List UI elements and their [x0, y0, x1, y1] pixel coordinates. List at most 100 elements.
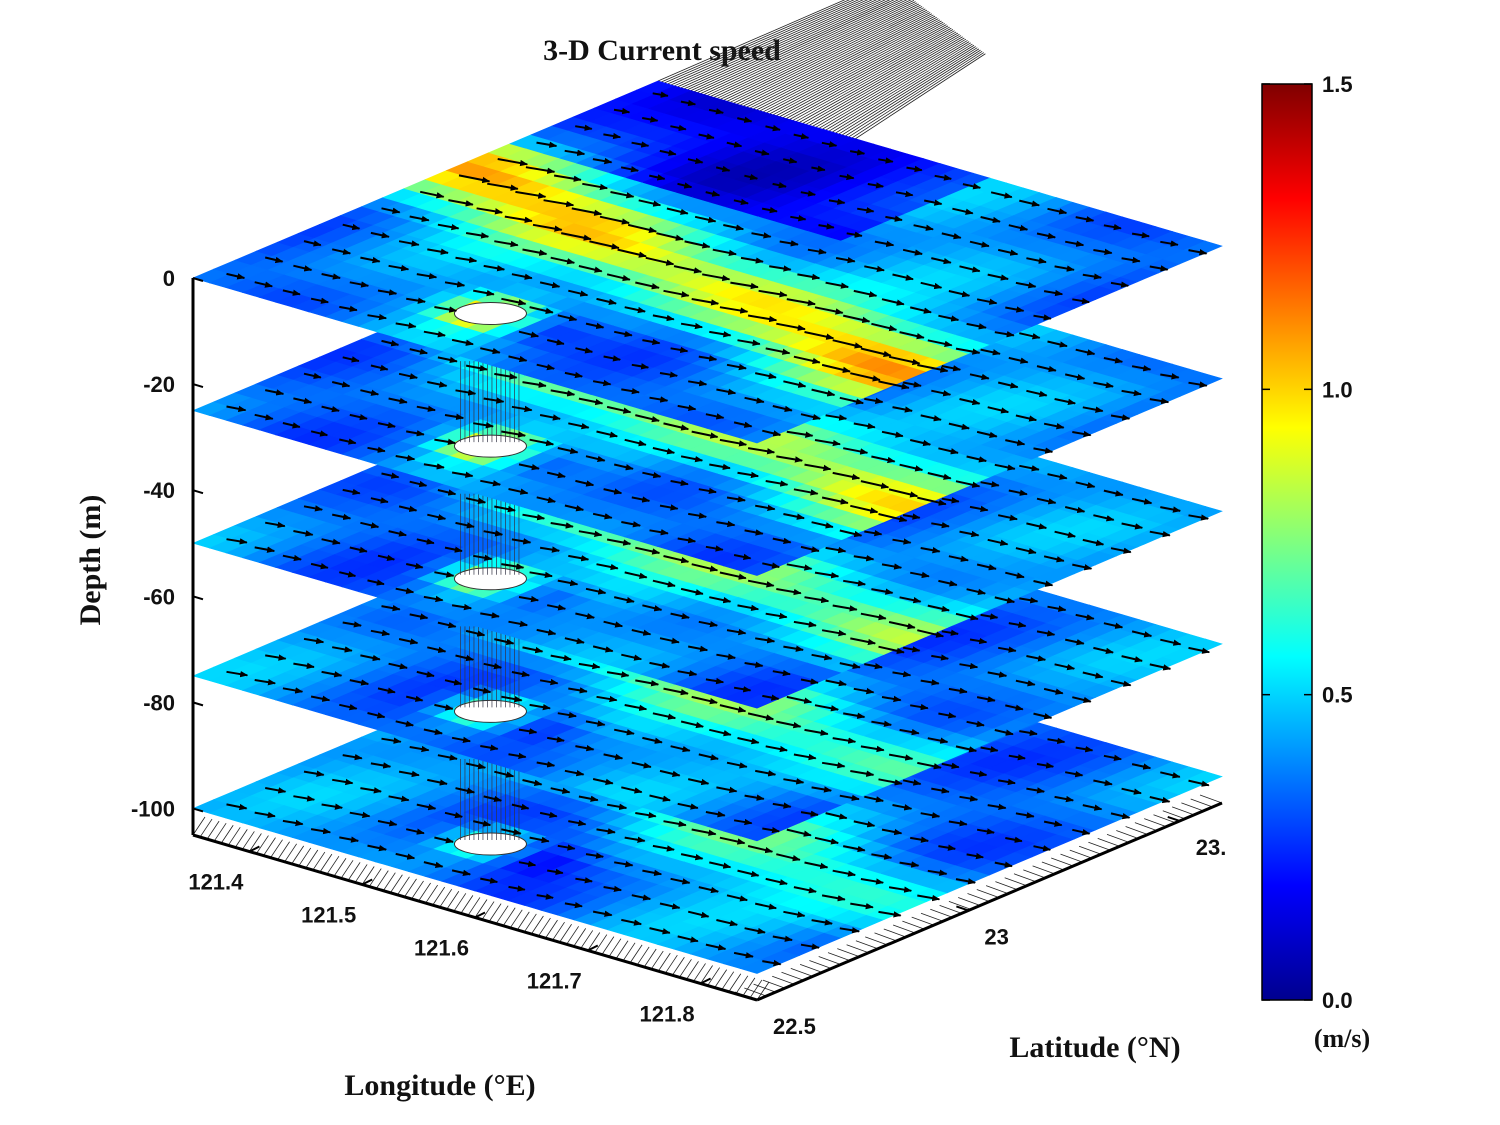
velocity-arrow — [339, 836, 359, 843]
hatch-line — [818, 956, 841, 965]
velocity-arrow — [772, 935, 793, 942]
hatch-line — [686, 961, 699, 980]
hatch-line — [799, 964, 823, 973]
hatch-line — [629, 944, 643, 964]
velocity-arrow — [1033, 845, 1052, 852]
hatch-line — [608, 938, 622, 957]
velocity-arrow — [370, 762, 392, 769]
hatch-line — [835, 46, 976, 134]
hatch-line — [687, 0, 886, 91]
hatch-line — [707, 967, 720, 986]
hatch-line — [1199, 794, 1223, 804]
hatch-line — [713, 1, 916, 98]
hatch-line — [799, 32, 958, 123]
hatch-line — [1125, 826, 1148, 835]
hatch-line — [822, 41, 970, 130]
hatch-line — [340, 860, 354, 879]
hatch-line — [742, 977, 756, 997]
hatch-line — [845, 49, 981, 137]
hatch-line — [733, 8, 926, 104]
velocity-arrow — [564, 901, 583, 909]
hatch-line — [920, 912, 944, 922]
velocity-arrow — [1047, 737, 1066, 745]
hatch-line — [664, 0, 855, 84]
velocity-arrow — [398, 770, 420, 778]
hatch-line — [481, 901, 495, 920]
hatch-line — [723, 4, 921, 101]
hatch-line — [726, 6, 923, 102]
velocity-arrow — [783, 910, 806, 918]
hatch-line — [665, 954, 678, 974]
hatch-line — [474, 899, 488, 918]
velocity-arrow — [976, 828, 995, 835]
velocity-arrow — [614, 861, 634, 868]
hatch-line — [270, 839, 283, 858]
hatch-line — [744, 987, 767, 997]
velocity-arrow — [631, 894, 652, 901]
velocity-arrow — [321, 803, 343, 810]
velocity-arrow — [821, 894, 846, 902]
hatch-line — [1060, 853, 1083, 863]
velocity-arrow — [864, 795, 884, 803]
hatch-line — [643, 948, 657, 968]
velocity-arrow — [1121, 787, 1142, 795]
velocity-arrow — [987, 803, 1007, 811]
hatch-line — [837, 948, 860, 958]
velocity-arrow — [744, 927, 766, 935]
velocity-arrow — [948, 820, 968, 827]
velocity-arrow — [395, 852, 416, 860]
hatch-line — [749, 14, 934, 109]
hatch-line — [580, 930, 594, 949]
velocity-arrow — [303, 770, 325, 777]
hatch-line — [762, 979, 786, 989]
hatch-line — [1004, 877, 1027, 887]
velocity-arrow — [508, 885, 526, 892]
hatch-line — [587, 932, 601, 951]
hatch-line — [1134, 822, 1158, 831]
velocity-arrow — [687, 910, 710, 919]
velocity-arrow — [451, 869, 471, 876]
velocity-arrow — [843, 845, 866, 853]
hatch-line — [694, 0, 895, 92]
hatch-line — [786, 27, 952, 119]
hatch-line — [1162, 810, 1185, 820]
hatch-line — [601, 936, 615, 955]
velocity-arrow — [585, 852, 604, 859]
velocity-arrow — [980, 746, 999, 753]
hatch-line — [985, 885, 1009, 894]
hatch-line — [838, 47, 978, 135]
hatch-line — [736, 9, 928, 105]
velocity-arrow — [716, 919, 738, 927]
velocity-arrow — [871, 853, 893, 860]
hatch-line — [667, 0, 860, 85]
hatch-line — [756, 981, 770, 1001]
velocity-arrow — [860, 878, 884, 885]
hatch-line — [776, 24, 947, 117]
velocity-arrow — [342, 753, 363, 761]
hatch-line — [717, 2, 918, 99]
velocity-arrow — [367, 844, 387, 852]
velocity-arrow — [472, 820, 492, 827]
velocity-arrow — [511, 803, 530, 810]
hatch-line — [284, 843, 297, 863]
hatch-line — [256, 835, 269, 854]
velocity-arrow — [966, 852, 984, 860]
velocity-arrow — [998, 778, 1016, 786]
hatch-line — [781, 971, 804, 981]
velocity-arrow — [606, 803, 628, 810]
velocity-arrow — [483, 795, 503, 803]
hatch-line — [220, 825, 234, 844]
velocity-arrow — [465, 762, 487, 770]
velocity-arrow — [917, 894, 941, 902]
velocity-arrow — [881, 828, 903, 836]
velocity-arrow — [592, 910, 613, 917]
hatch-line — [1013, 873, 1037, 883]
hatch-line — [772, 23, 946, 116]
hatch-line — [531, 915, 544, 935]
hatch-line — [390, 874, 403, 893]
hatch-line — [206, 820, 220, 840]
hatch-line — [242, 831, 255, 850]
velocity-arrow — [931, 787, 950, 794]
velocity-arrow — [1149, 796, 1171, 804]
hatch-line — [714, 969, 728, 988]
